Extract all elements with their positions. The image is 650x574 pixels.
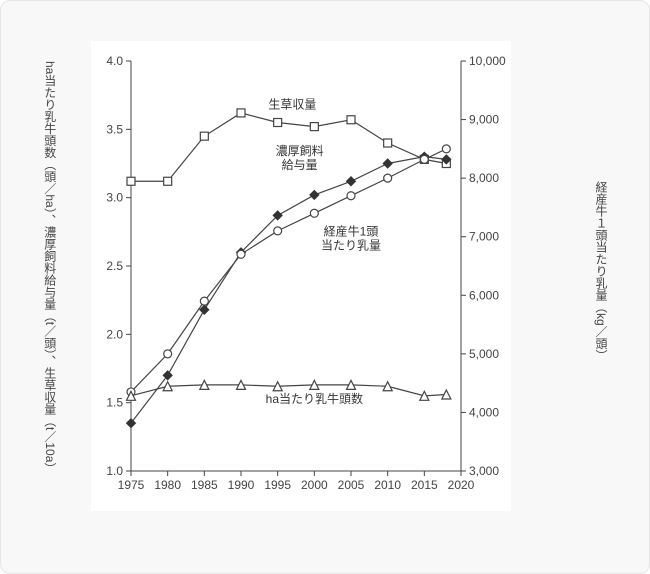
svg-text:1990: 1990 [228, 478, 255, 492]
svg-text:2000: 2000 [301, 478, 328, 492]
svg-text:10,000: 10,000 [469, 54, 506, 68]
svg-text:9,000: 9,000 [469, 113, 499, 127]
svg-text:1.5: 1.5 [106, 396, 123, 410]
chart-svg: 1.0 1.5 2.0 2.5 3.0 3.5 4.0 3,000 4,000 5,000 6,00… [91, 41, 511, 511]
svg-text:ha当たり乳牛頭数: ha当たり乳牛頭数 [266, 391, 363, 406]
svg-text:生草収量: 生草収量 [268, 98, 316, 112]
svg-text:4,000: 4,000 [469, 405, 499, 419]
svg-text:6,000: 6,000 [469, 288, 499, 302]
svg-text:2015: 2015 [411, 478, 438, 492]
svg-text:3.5: 3.5 [106, 122, 123, 136]
svg-text:8,000: 8,000 [469, 171, 499, 185]
svg-text:1.0: 1.0 [106, 464, 123, 478]
svg-text:2010: 2010 [374, 478, 401, 492]
svg-text:3,000: 3,000 [469, 464, 499, 478]
svg-text:1985: 1985 [191, 478, 218, 492]
plot-area: 1.0 1.5 2.0 2.5 3.0 3.5 4.0 3,000 4,000 5,000 6,00… [91, 41, 511, 511]
svg-text:経産牛1頭: 経産牛1頭 [324, 223, 379, 238]
svg-text:1995: 1995 [264, 478, 291, 492]
svg-text:1980: 1980 [154, 478, 181, 492]
svg-text:4.0: 4.0 [106, 54, 123, 68]
chart-card: ha当たり乳牛頭数（頭／ha）、濃厚飼料給与量（t／頭）、生草収量（t／10a）… [0, 0, 650, 574]
svg-text:7,000: 7,000 [469, 230, 499, 244]
svg-text:3.0: 3.0 [106, 191, 123, 205]
svg-text:2.0: 2.0 [106, 327, 123, 341]
svg-text:2.5: 2.5 [106, 259, 123, 273]
svg-text:2005: 2005 [338, 478, 365, 492]
svg-text:2020: 2020 [448, 478, 475, 492]
y-left-axis-label: ha当たり乳牛頭数（頭／ha）、濃厚飼料給与量（t／頭）、生草収量（t／10a） [41, 61, 58, 541]
svg-text:給与量: 給与量 [282, 158, 318, 172]
y-right-axis-label: 経産牛１頭当たり乳量（kg／頭） [592, 181, 609, 362]
svg-text:当たり乳量: 当たり乳量 [321, 238, 381, 252]
svg-text:1975: 1975 [118, 478, 145, 492]
svg-text:5,000: 5,000 [469, 347, 499, 361]
svg-text:濃厚飼料: 濃厚飼料 [276, 143, 324, 158]
